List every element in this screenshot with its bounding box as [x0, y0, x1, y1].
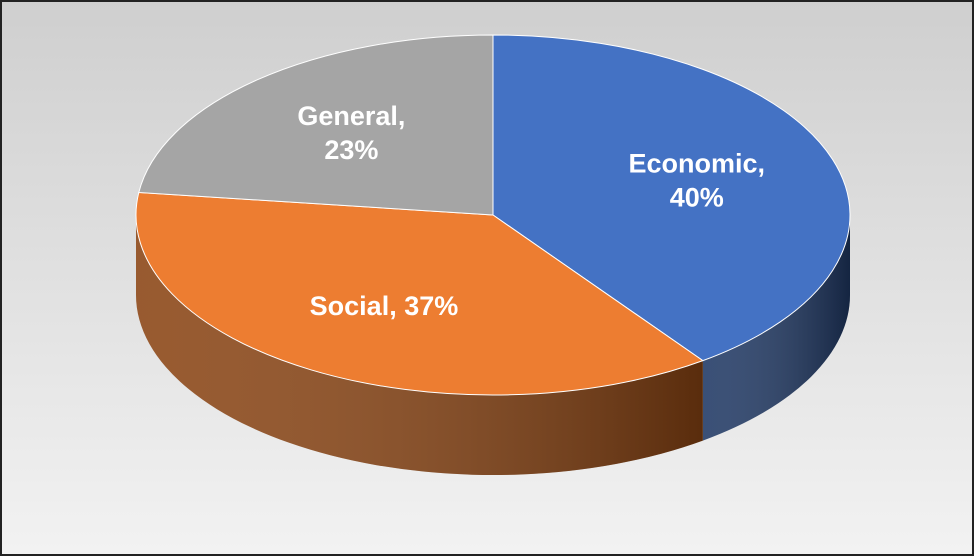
data-label-line: 40% — [670, 183, 724, 213]
data-label-line: 23% — [324, 135, 378, 165]
pie-tops — [135, 34, 851, 396]
pie-side-shade — [136, 215, 703, 475]
data-label: Economic, 40% — [628, 149, 765, 213]
data-label: Social, 37% — [310, 291, 459, 321]
pie-labels: Economic, 40% Social, 37% General, 23% — [297, 101, 765, 321]
pie-side-shade — [702, 215, 850, 441]
data-label-line: Economic, — [628, 149, 765, 179]
pie-slice — [135, 191, 704, 396]
data-label: General, 23% — [297, 101, 405, 165]
data-label-line: General, — [297, 101, 405, 131]
pie-sides — [136, 215, 850, 475]
pie-slice — [492, 34, 851, 362]
pie-slice — [138, 34, 494, 216]
